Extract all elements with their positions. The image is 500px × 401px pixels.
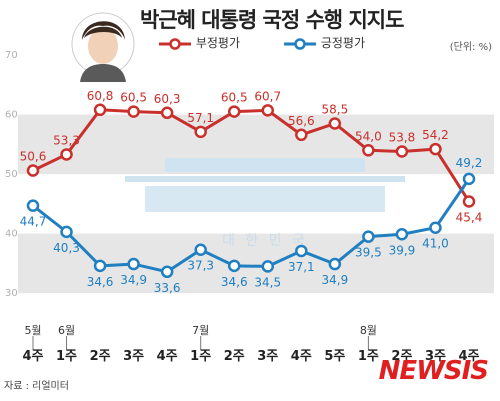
data-label-positive: 34,6 [87,275,114,289]
point-negative [227,105,241,118]
point-negative [462,195,476,208]
point-negative [429,142,442,156]
chart-title: 박근혜 대통령 국정 수행 지지도 [140,8,404,32]
source-label: 자료 : 리얼미터 [4,381,69,392]
y-tick-label: 30 [5,288,18,299]
x-week-label: 4주 [458,349,479,364]
data-label-negative: 53,3 [53,133,80,147]
point-negative [60,148,73,161]
point-negative [328,117,342,130]
point-negative [93,103,107,117]
y-tick-label: 60 [5,110,18,121]
point-negative [395,145,409,158]
data-label-positive: 49,2 [456,156,483,170]
watermark-eave [125,176,405,182]
data-label-negative: 60,5 [221,91,248,105]
grid-band-base [18,293,494,323]
x-week-label: 3주 [425,349,446,364]
data-label-negative: 53,8 [389,130,416,144]
data-label-positive: 34,5 [254,275,281,289]
legend-negative-label: 부정평가 [195,36,240,50]
data-label-positive: 34,9 [120,273,147,287]
legend-negative-marker [159,37,191,50]
data-label-negative: 60,8 [87,89,114,103]
data-label-negative: 45,4 [456,211,483,225]
point-positive [26,199,40,212]
legend-positive-marker [284,37,316,50]
point-positive [127,257,140,271]
point-negative [261,104,275,117]
unit-label: (단위: %) [449,42,492,53]
x-month-label: 7월 [192,324,209,337]
x-week-label: 4주 [22,349,43,364]
x-month-label: 8월 [360,324,377,337]
data-label-negative: 54,2 [422,128,449,142]
watermark-body [145,186,385,212]
data-label-positive: 34,6 [221,275,248,289]
x-week-label: 4주 [157,349,178,364]
data-label-positive: 37,1 [288,260,315,274]
point-positive [395,228,409,241]
data-label-positive: 37,3 [187,259,214,273]
point-positive [462,172,476,186]
x-week-label: 2주 [224,349,245,364]
point-positive [429,221,442,234]
data-label-positive: 41,0 [422,237,449,251]
point-negative [127,105,140,118]
point-positive [60,225,73,239]
point-positive [261,260,275,273]
data-label-positive: 33,6 [154,281,181,295]
x-week-label: 2주 [90,349,111,364]
legend-negative: 부정평가 [158,34,240,51]
point-positive [93,259,107,273]
data-label-negative: 54,0 [355,129,382,143]
data-label-positive: 34,9 [321,273,348,287]
y-tick-label: 40 [5,229,18,240]
point-positive [328,257,342,271]
legend-positive-label: 긍정평가 [320,36,365,50]
point-positive [160,265,174,279]
x-week-label: 2주 [391,349,412,364]
point-negative [160,106,174,120]
y-tick-label: 50 [5,169,18,180]
x-month-label: 6월 [58,324,75,337]
x-week-label: 1주 [56,349,77,364]
portrait-image [71,12,135,82]
x-week-label: 5주 [324,349,345,364]
data-label-negative: 58,5 [321,102,348,116]
point-positive [227,259,241,273]
brand-logo: NEWSIS [378,356,489,386]
data-label-negative: 57,1 [187,111,214,125]
x-week-label: 4주 [291,349,312,364]
point-negative [194,125,207,139]
point-positive [194,243,207,256]
x-week-label: 1주 [190,349,211,364]
data-label-negative: 60,7 [254,89,281,103]
x-week-label: 3주 [123,349,144,364]
data-label-positive: 39,5 [355,246,382,260]
point-negative [362,144,375,157]
data-label-positive: 39,9 [389,243,416,257]
point-negative [295,128,308,142]
data-label-negative: 60,5 [120,91,147,105]
data-label-positive: 44,7 [20,215,47,229]
data-label-negative: 60,3 [154,92,181,106]
data-label-positive: 40,3 [53,241,80,255]
point-negative [26,164,40,177]
y-tick-label: 70 [5,50,18,61]
watermark-text: 대 한 민 국 [222,233,308,249]
x-week-label: 3주 [257,349,278,364]
point-positive [295,244,308,258]
x-month-label: 5월 [24,324,41,337]
x-week-label: 1주 [358,349,379,364]
point-positive [362,230,375,243]
watermark-roof [165,158,365,172]
legend-positive: 긍정평가 [283,34,365,51]
data-label-negative: 56,6 [288,114,315,128]
data-label-negative: 50,6 [20,150,47,164]
